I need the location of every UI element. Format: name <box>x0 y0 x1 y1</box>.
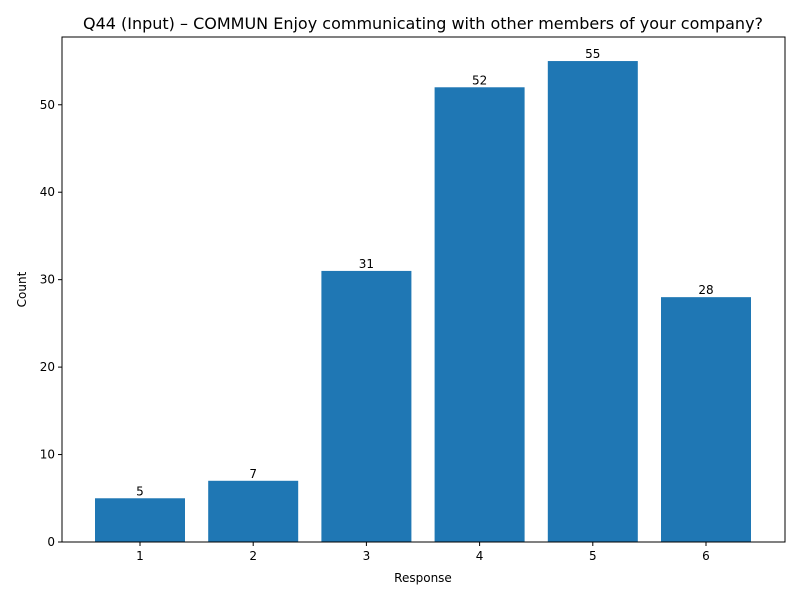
bars <box>95 61 751 543</box>
bar <box>321 270 412 542</box>
x-axis-label: Response <box>394 571 452 585</box>
y-tick-label: 20 <box>40 360 55 374</box>
bar <box>434 87 525 543</box>
chart-title: Q44 (Input) – COMMUN Enjoy communicating… <box>83 14 763 33</box>
data-labels: 5 7 31 52 55 28 <box>136 47 713 498</box>
x-tick-label: 3 <box>363 549 371 563</box>
y-axis-ticks: 0 10 20 30 40 50 <box>40 98 62 549</box>
bar-value-label: 28 <box>698 283 713 297</box>
x-tick-label: 2 <box>249 549 257 563</box>
plot-frame <box>61 36 786 543</box>
bar-value-label: 52 <box>472 73 487 87</box>
bar <box>208 480 299 542</box>
y-tick-label: 40 <box>40 185 55 199</box>
bar-value-label: 7 <box>249 467 257 481</box>
x-tick-label: 1 <box>136 549 144 563</box>
x-tick-label: 5 <box>589 549 597 563</box>
bar-value-label: 55 <box>585 47 600 61</box>
bar-value-label: 31 <box>359 257 374 271</box>
bar-value-label: 5 <box>136 484 144 498</box>
x-tick-label: 6 <box>702 549 710 563</box>
bar <box>95 498 185 542</box>
y-tick-label: 10 <box>40 448 55 462</box>
x-tick-label: 4 <box>476 549 484 563</box>
y-axis-label: Count <box>15 271 29 307</box>
bar <box>661 297 751 542</box>
y-tick-label: 30 <box>40 273 55 287</box>
y-tick-label: 0 <box>47 535 55 549</box>
x-axis-ticks: 1 2 3 4 5 6 <box>136 542 710 563</box>
bar <box>547 61 638 543</box>
y-tick-label: 50 <box>40 98 55 112</box>
